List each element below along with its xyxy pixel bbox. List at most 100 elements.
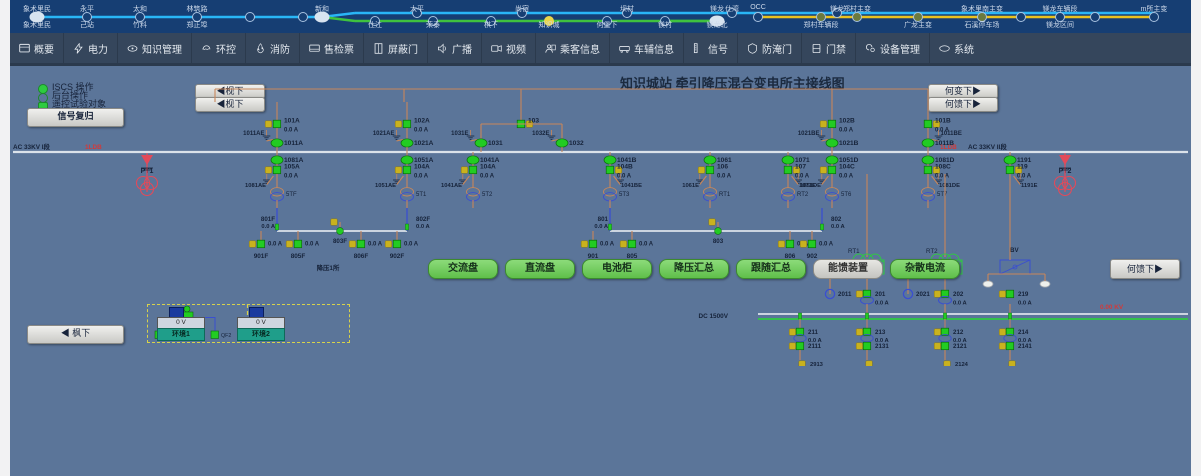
svg-text:2021: 2021 [916, 291, 930, 298]
svg-text:1011B: 1011B [935, 140, 954, 147]
svg-text:AC 33KV I段: AC 33KV I段 [13, 142, 51, 151]
svg-text:0.0 A: 0.0 A [305, 242, 320, 248]
svg-text:2124: 2124 [955, 362, 969, 366]
svg-text:2131: 2131 [875, 343, 889, 350]
svg-text:0.0 A: 0.0 A [717, 174, 732, 180]
svg-text:0.0 A: 0.0 A [268, 242, 283, 248]
svg-text:1191: 1191 [1017, 157, 1032, 164]
svg-text:0.0 A: 0.0 A [600, 242, 615, 248]
svg-text:0.0 A: 0.0 A [284, 128, 299, 134]
svg-text:QF2: QF2 [221, 333, 231, 339]
svg-text:PT1: PT1 [141, 168, 154, 175]
svg-text:1021AE: 1021AE [373, 131, 395, 137]
svg-text:1011A: 1011A [284, 140, 303, 147]
svg-text:801F: 801F [261, 216, 275, 223]
svg-text:108C: 108C [935, 164, 951, 171]
svg-text:0.0 A: 0.0 A [594, 224, 608, 230]
svg-text:0.0 A: 0.0 A [1018, 338, 1032, 344]
svg-text:RT1: RT1 [719, 192, 731, 198]
svg-text:104A: 104A [414, 164, 430, 171]
svg-text:1031: 1031 [488, 140, 503, 147]
svg-text:1LDB: 1LDB [85, 144, 102, 151]
svg-text:0.0 A: 0.0 A [414, 128, 429, 134]
svg-text:1041AE: 1041AE [441, 183, 462, 189]
svg-text:801: 801 [598, 216, 609, 223]
svg-text:202: 202 [953, 291, 964, 298]
svg-text:0.0 A: 0.0 A [935, 174, 950, 180]
svg-text:0.0 A: 0.0 A [617, 174, 632, 180]
svg-text:0.0 A: 0.0 A [839, 128, 854, 134]
svg-text:1061E: 1061E [682, 183, 699, 189]
svg-text:211: 211 [808, 329, 819, 336]
svg-text:0.0 A: 0.0 A [416, 224, 430, 230]
svg-text:0.0 A: 0.0 A [953, 338, 967, 344]
svg-text:5T2: 5T2 [482, 192, 493, 198]
svg-text:2121: 2121 [953, 343, 967, 350]
svg-text:0.0 A: 0.0 A [261, 224, 275, 230]
svg-text:1032E: 1032E [532, 131, 549, 137]
svg-text:1061: 1061 [717, 157, 732, 164]
svg-text:1021BE: 1021BE [798, 131, 820, 137]
svg-text:101A: 101A [284, 118, 300, 125]
svg-text:0.00 KV: 0.00 KV [1100, 304, 1124, 311]
svg-text:1011AE: 1011AE [243, 131, 264, 137]
svg-text:PT2: PT2 [1059, 168, 1072, 175]
svg-text:0.0 A: 0.0 A [1018, 301, 1032, 307]
svg-text:201: 201 [875, 291, 886, 298]
svg-text:0.0 A: 0.0 A [368, 242, 383, 248]
svg-text:5T6: 5T6 [841, 192, 852, 198]
svg-text:0.0 A: 0.0 A [480, 174, 495, 180]
svg-text:0.0 A: 0.0 A [819, 242, 834, 248]
svg-text:105A: 105A [284, 164, 300, 171]
svg-text:2913: 2913 [810, 362, 824, 366]
svg-text:103: 103 [528, 118, 539, 125]
svg-text:102A: 102A [414, 118, 430, 125]
svg-text:1081A: 1081A [284, 157, 304, 164]
svg-text:RT2: RT2 [926, 248, 938, 255]
svg-text:0.0 A: 0.0 A [1017, 174, 1032, 180]
svg-text:1051AE: 1051AE [375, 183, 396, 189]
svg-text:119: 119 [1017, 164, 1028, 171]
svg-text:803: 803 [713, 238, 724, 245]
svg-text:2141: 2141 [1018, 343, 1032, 350]
svg-text:0.0 A: 0.0 A [795, 174, 810, 180]
svg-text:0.0 A: 0.0 A [414, 174, 429, 180]
svg-text:802: 802 [831, 216, 842, 223]
svg-text:214: 214 [1018, 329, 1029, 336]
svg-text:RT2: RT2 [797, 192, 809, 198]
svg-text:BV: BV [1010, 247, 1019, 254]
svg-text:1LDB: 1LDB [940, 144, 957, 151]
svg-text:104A: 104A [480, 164, 496, 171]
svg-text:0.0 A: 0.0 A [797, 242, 812, 248]
svg-text:0.0 A: 0.0 A [875, 338, 889, 344]
svg-text:0.0 A: 0.0 A [808, 338, 822, 344]
svg-text:2011: 2011 [838, 291, 852, 298]
svg-text:5T7: 5T7 [937, 192, 948, 198]
svg-text:1051D: 1051D [839, 157, 859, 164]
svg-text:DC 1500V: DC 1500V [699, 313, 729, 320]
svg-text:802F: 802F [416, 216, 430, 223]
svg-text:1021A: 1021A [414, 140, 434, 147]
svg-text:0.0 A: 0.0 A [875, 301, 889, 307]
svg-text:2111: 2111 [808, 343, 822, 350]
svg-text:RT1: RT1 [848, 248, 860, 255]
svg-text:1071E: 1071E [799, 183, 816, 189]
svg-text:0.0 A: 0.0 A [404, 242, 419, 248]
svg-text:0.0 A: 0.0 A [639, 242, 654, 248]
svg-text:1191E: 1191E [1021, 183, 1038, 189]
svg-text:1051A: 1051A [414, 157, 434, 164]
svg-text:1041BE: 1041BE [621, 183, 642, 189]
svg-text:5T3: 5T3 [619, 192, 630, 198]
svg-text:0.0 A: 0.0 A [284, 174, 299, 180]
svg-text:1041A: 1041A [480, 157, 500, 164]
svg-text:101B: 101B [935, 118, 951, 125]
svg-text:5T1: 5T1 [416, 192, 427, 198]
svg-text:104C: 104C [839, 164, 855, 171]
svg-text:1051DE: 1051DE [800, 183, 821, 189]
svg-text:1081AE: 1081AE [245, 183, 266, 189]
svg-text:AC 33KV II段: AC 33KV II段 [968, 142, 1007, 151]
svg-text:106: 106 [717, 164, 728, 171]
svg-text:107: 107 [795, 164, 806, 171]
svg-text:0.0 A: 0.0 A [935, 128, 950, 134]
svg-text:1032: 1032 [569, 140, 584, 147]
